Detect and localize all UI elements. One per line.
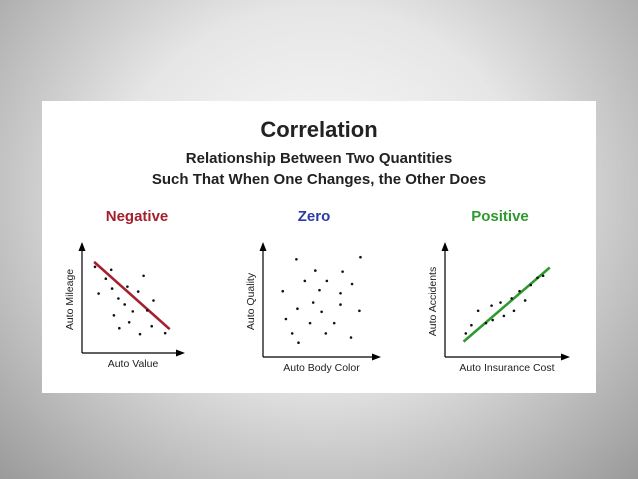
trend-line	[462, 266, 551, 343]
slide-subtitle-line2: Such That When One Changes, the Other Do…	[152, 171, 486, 188]
panel-negative: Negative Auto Value Auto Mileage	[64, 208, 185, 370]
correlation-figure: Correlation Relationship Between Two Qua…	[64, 117, 570, 374]
y-axis-label: Auto Mileage	[64, 269, 76, 330]
data-point	[512, 309, 516, 313]
data-point	[324, 332, 328, 335]
data-point	[358, 309, 361, 313]
x-axis-arrow	[561, 353, 570, 361]
data-point	[118, 326, 121, 330]
data-point	[490, 304, 493, 307]
data-point	[295, 257, 298, 261]
x-axis-arrow	[372, 353, 381, 361]
x-axis-label: Auto Insurance Cost	[459, 362, 554, 374]
data-point	[325, 279, 329, 283]
slide-subtitle-line1: Relationship Between Two Quantities	[186, 150, 452, 167]
data-point	[318, 288, 321, 292]
y-axis-arrow	[441, 242, 449, 251]
data-point	[314, 269, 317, 272]
data-point	[339, 291, 342, 295]
y-axis-label: Auto Accidents	[427, 267, 439, 336]
data-point	[126, 285, 129, 288]
slide-title: Correlation	[260, 117, 377, 142]
data-point	[163, 331, 167, 335]
data-point	[136, 290, 140, 293]
y-axis-label: Auto Quality	[245, 272, 257, 330]
data-point	[518, 289, 521, 293]
data-point	[349, 336, 353, 339]
data-point	[491, 318, 494, 322]
data-point	[499, 301, 502, 304]
data-point	[93, 265, 97, 269]
data-point	[523, 299, 527, 302]
data-point	[123, 303, 126, 306]
data-point	[311, 301, 315, 304]
data-point	[150, 324, 153, 328]
trend-line	[93, 260, 171, 331]
data-point	[476, 309, 480, 313]
data-point	[359, 255, 362, 259]
data-point	[138, 332, 142, 336]
data-point	[303, 279, 307, 283]
panel-title-positive: Positive	[471, 208, 529, 225]
data-point	[296, 307, 299, 311]
data-point	[510, 297, 514, 300]
data-point	[112, 314, 116, 317]
data-point	[341, 270, 344, 273]
panel-title-zero: Zero	[298, 208, 331, 225]
data-point	[110, 287, 114, 290]
data-point	[541, 274, 545, 278]
data-point	[308, 321, 312, 325]
data-point	[127, 320, 131, 324]
data-point	[502, 314, 506, 318]
data-point	[536, 276, 539, 280]
data-point	[350, 282, 354, 286]
panel-title-negative: Negative	[106, 208, 169, 225]
data-point	[339, 303, 342, 306]
slide: Correlation Relationship Between Two Qua…	[42, 101, 596, 393]
y-axis-arrow	[259, 242, 267, 251]
x-axis-label: Auto Value	[108, 358, 159, 370]
data-point	[281, 289, 285, 293]
data-point	[97, 292, 100, 295]
data-point	[152, 299, 155, 302]
x-axis-label: Auto Body Color	[283, 362, 360, 374]
data-point	[109, 268, 113, 272]
data-point	[529, 283, 533, 287]
data-point	[332, 321, 336, 325]
data-point	[104, 277, 108, 281]
data-point	[297, 341, 300, 344]
panel-positive: Positive Auto Insurance Cost Auto Accident…	[427, 208, 570, 374]
data-point	[145, 309, 149, 312]
data-point	[284, 317, 288, 321]
data-point	[320, 310, 323, 314]
data-point	[470, 323, 473, 327]
y-axis-arrow	[78, 242, 86, 251]
data-point	[484, 321, 488, 325]
data-point	[131, 310, 135, 313]
data-point	[290, 332, 294, 335]
data-point	[142, 274, 145, 278]
x-axis-arrow	[176, 349, 185, 357]
data-point	[464, 332, 468, 335]
data-point	[117, 297, 120, 300]
panel-zero: Zero Auto Body Color Auto Quality	[245, 208, 381, 374]
